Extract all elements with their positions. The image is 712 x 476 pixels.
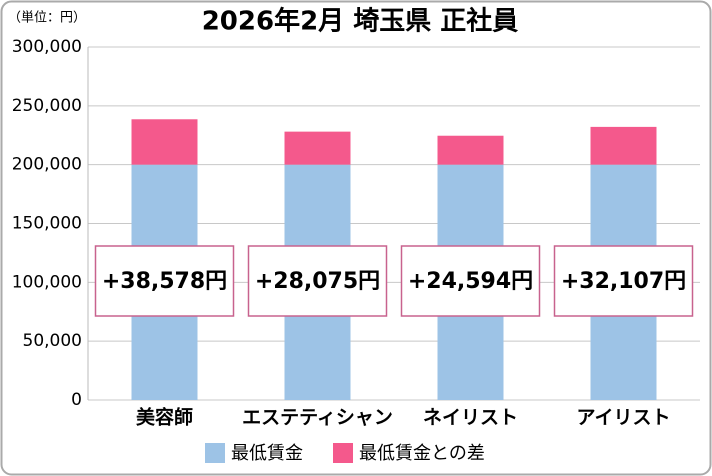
label-box [247, 245, 388, 317]
legend-swatch [333, 443, 353, 463]
y-tick-label: 250,000 [12, 96, 82, 116]
value-label: +24,594円 [408, 269, 533, 294]
bar-segment [590, 126, 657, 165]
x-tick-label: 美容師 [136, 406, 193, 429]
value-label: +38,578円 [102, 269, 227, 294]
legend-swatch [205, 443, 225, 463]
y-tick-label: 200,000 [12, 155, 82, 175]
y-tick-label: 100,000 [12, 272, 82, 292]
y-tick-label: 300,000 [12, 37, 82, 57]
value-label: +32,107円 [561, 269, 686, 294]
label-box [400, 245, 541, 317]
x-tick-label: ネイリスト [423, 407, 518, 429]
unit-label: （単位：円） [8, 10, 86, 26]
x-tick-label: アイリスト [576, 407, 670, 429]
legend-label: 最低賃金との差 [359, 443, 485, 464]
bar-segment [437, 135, 504, 165]
bar-segment [284, 131, 351, 165]
value-label: +28,075円 [255, 269, 380, 294]
x-tick-label: エステティシャン [242, 407, 393, 429]
y-tick-label: 150,000 [12, 214, 82, 234]
legend-label: 最低賃金 [231, 443, 303, 464]
y-tick-label: 0 [71, 390, 82, 410]
label-box [553, 245, 694, 317]
chart-title: 2026年2月 埼玉県 正社員 [202, 6, 519, 37]
label-box [94, 245, 235, 317]
y-tick-label: 50,000 [23, 331, 82, 351]
bar-segment [131, 119, 198, 165]
